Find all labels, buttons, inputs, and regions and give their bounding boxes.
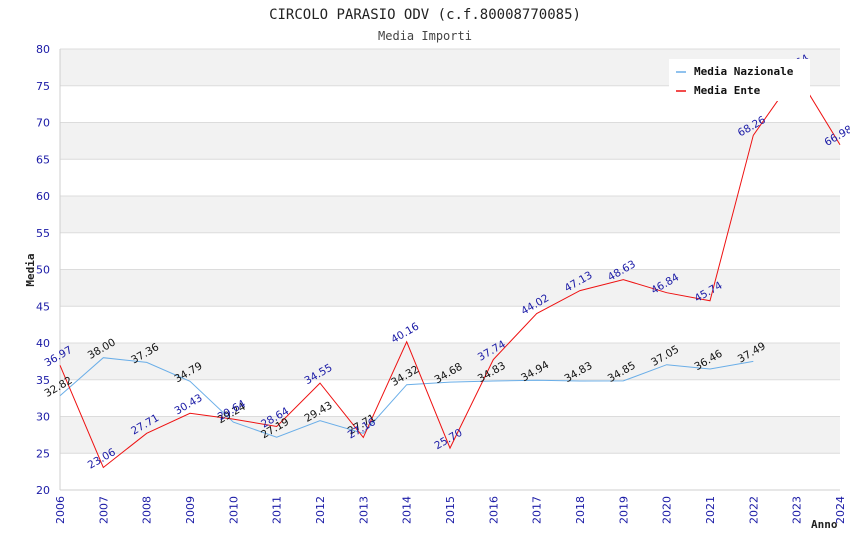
y-tick-label: 30 bbox=[36, 411, 50, 424]
x-tick-label: 2013 bbox=[357, 496, 370, 524]
x-tick-label: 2021 bbox=[704, 496, 717, 524]
x-tick-label: 2006 bbox=[54, 496, 67, 524]
legend-box bbox=[669, 59, 810, 101]
y-tick-label: 70 bbox=[36, 117, 50, 130]
y-tick-label: 75 bbox=[36, 80, 50, 93]
axes bbox=[59, 49, 840, 491]
y-axis-label: Media bbox=[24, 253, 37, 286]
x-tick-label: 2023 bbox=[791, 496, 804, 524]
plot-band bbox=[60, 196, 840, 233]
x-tick-label: 2009 bbox=[184, 496, 197, 524]
chart-title: CIRCOLO PARASIO ODV (c.f.80008770085) bbox=[269, 7, 581, 23]
legend: Media Nazionale Media Ente bbox=[669, 59, 810, 101]
y-tick-label: 40 bbox=[36, 337, 50, 350]
x-tick-label: 2007 bbox=[97, 496, 110, 524]
y-tick-label: 50 bbox=[36, 264, 50, 277]
x-tick-label: 2011 bbox=[271, 496, 284, 524]
y-tick-label: 45 bbox=[36, 300, 50, 313]
y-tick-label: 80 bbox=[36, 43, 50, 56]
y-tick-label: 55 bbox=[36, 227, 50, 240]
legend-label-ente: Media Ente bbox=[694, 84, 761, 97]
x-tick-label: 2019 bbox=[617, 496, 630, 524]
series-line-0 bbox=[59, 357, 754, 438]
x-tick-label: 2024 bbox=[834, 496, 847, 524]
y-tick-label: 65 bbox=[36, 153, 50, 166]
x-tick-labels: 2006 2007 2008 2009 2010 2011 2012 2013 2014 2015… bbox=[54, 496, 847, 524]
x-tick-label: 2012 bbox=[314, 496, 327, 524]
x-tick-label: 2014 bbox=[401, 496, 414, 524]
y-tick-labels: 20 25 30 35 40 45 50 55 60 65 70 75 80 bbox=[36, 43, 50, 497]
x-axis-label: Anno bbox=[811, 518, 838, 531]
x-tick-label: 2015 bbox=[444, 496, 457, 524]
series-line-1 bbox=[59, 72, 841, 469]
series-lines bbox=[59, 72, 841, 469]
plot-band bbox=[60, 122, 840, 160]
x-tick-label: 2010 bbox=[227, 496, 240, 524]
y-tick-label: 20 bbox=[36, 484, 50, 497]
y-tick-label: 35 bbox=[36, 374, 50, 387]
x-tick-label: 2020 bbox=[661, 496, 674, 524]
y-tick-label: 25 bbox=[36, 447, 50, 460]
plot-band bbox=[60, 343, 840, 380]
legend-label-nazionale: Media Nazionale bbox=[694, 65, 794, 78]
data-label: 40.16 bbox=[389, 320, 421, 346]
chart-subtitle: Media Importi bbox=[378, 29, 472, 43]
x-tick-label: 2017 bbox=[531, 496, 544, 524]
x-tick-label: 2016 bbox=[487, 496, 500, 524]
y-tick-label: 60 bbox=[36, 190, 50, 203]
x-tick-label: 2022 bbox=[747, 496, 760, 524]
x-tick-label: 2018 bbox=[574, 496, 587, 524]
x-tick-label: 2008 bbox=[141, 496, 154, 524]
